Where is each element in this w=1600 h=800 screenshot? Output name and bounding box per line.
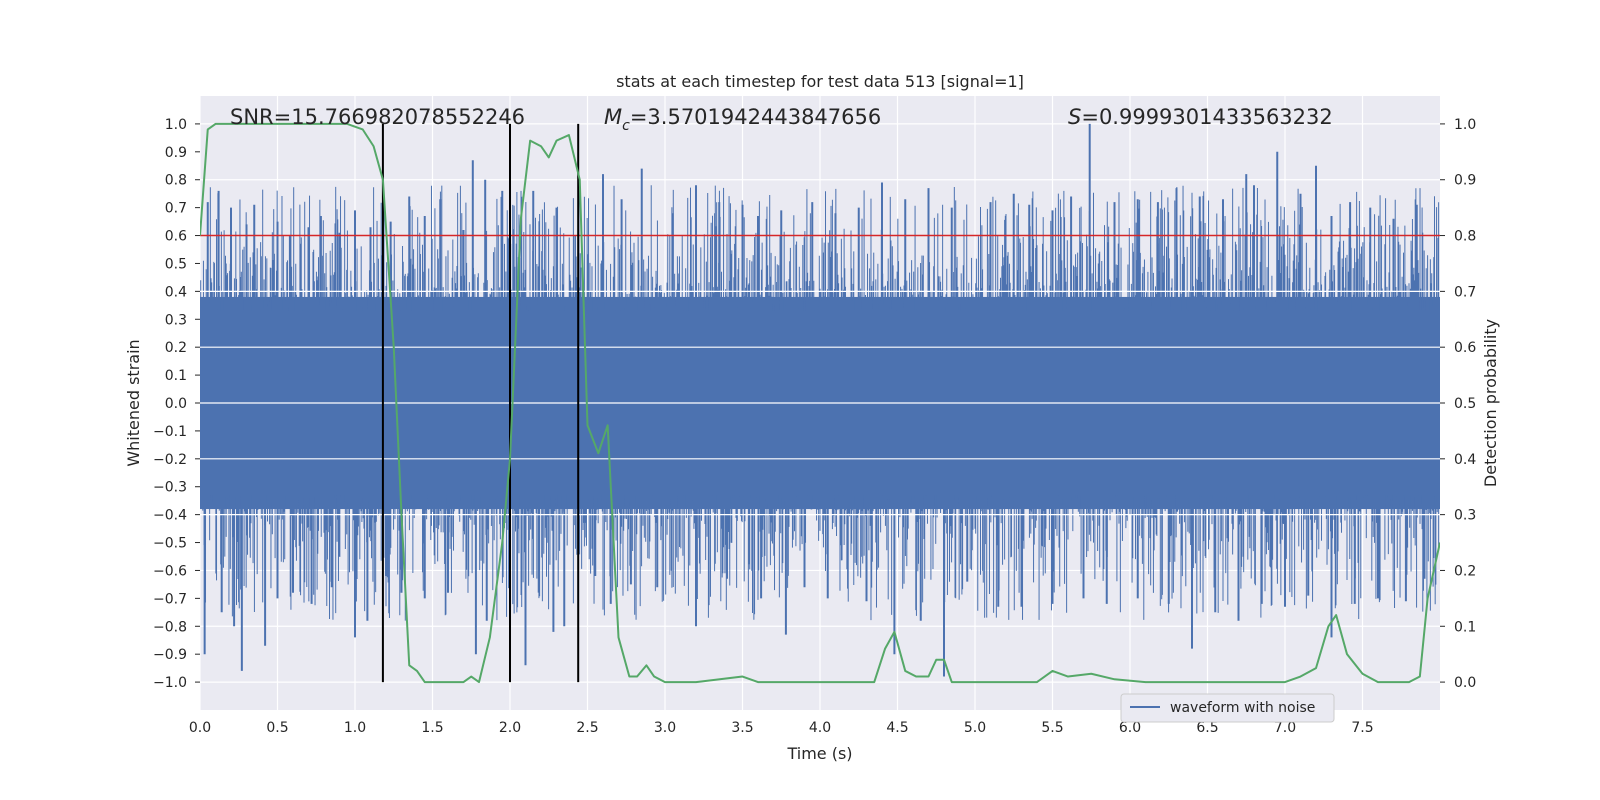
waveform-series	[200, 123, 1440, 677]
y2-tick-label: 1.0	[1454, 117, 1476, 133]
mc-symbol: M	[604, 105, 622, 129]
x-tick-label: 3.5	[731, 720, 753, 736]
s-value: =0.9999301433563232	[1081, 105, 1332, 129]
y-tick-label: −0.7	[153, 591, 187, 607]
probability-line	[200, 122, 1440, 684]
s-symbol: S	[1068, 105, 1081, 129]
y2-tick-label: 0.3	[1454, 508, 1476, 524]
y2-tick-label: 0.1	[1454, 619, 1476, 635]
x-tick-label: 1.0	[344, 720, 366, 736]
y-tick-label: −1.0	[153, 675, 187, 691]
y2-tick-label: 0.2	[1454, 563, 1476, 579]
y-tick-label: 0.2	[165, 340, 187, 356]
y-tick-label: 0.6	[165, 229, 187, 245]
y-tick-label: 0.7	[165, 201, 187, 217]
y2-tick-label: 0.7	[1454, 284, 1476, 300]
ticks: 0.0 0.5 1.0 1.5 2.0 2.5 3.0 3.5 4.0 4.5 5.0 5.5 6.0 6…	[153, 117, 1476, 736]
x-tick-label: 2.5	[576, 720, 598, 736]
vertical-markers	[381, 123, 580, 683]
x-tick-label: 1.5	[421, 720, 443, 736]
y-tick-label: −0.9	[153, 647, 187, 663]
y-tick-label: −0.6	[153, 563, 187, 579]
chart-title: stats at each timestep for test data 513…	[616, 72, 1024, 91]
x-tick-label: 3.0	[654, 720, 676, 736]
x-tick-label: 7.5	[1351, 720, 1373, 736]
x-tick-label: 0.5	[266, 720, 288, 736]
y-tick-label: −0.1	[153, 424, 187, 440]
y2-tick-label: 0.4	[1454, 452, 1476, 468]
mc-subscript: c	[622, 118, 630, 134]
x-tick-label: 0.0	[189, 720, 211, 736]
y-tick-label: −0.4	[153, 508, 187, 524]
y-tick-label: 1.0	[165, 117, 187, 133]
y-tick-label: −0.2	[153, 452, 187, 468]
y2-axis-label: Detection probability	[1481, 319, 1500, 487]
y-tick-label: 0.5	[165, 256, 187, 272]
x-tick-label: 6.5	[1196, 720, 1218, 736]
y-tick-label: −0.8	[153, 619, 187, 635]
y2-tick-label: 0.9	[1454, 173, 1476, 189]
x-tick-label: 2.0	[499, 720, 521, 736]
y-tick-label: −0.5	[153, 536, 187, 552]
snr-annotation: SNR=15.766982078552246	[230, 105, 525, 129]
score-annotation: S=0.9999301433563232	[1068, 105, 1333, 129]
chirp-mass-annotation: Mc=3.5701942443847656	[604, 105, 881, 134]
y2-tick-label: 0.6	[1454, 340, 1476, 356]
x-tick-label: 6.0	[1119, 720, 1141, 736]
y2-tick-label: 0.0	[1454, 675, 1476, 691]
x-tick-label: 4.5	[886, 720, 908, 736]
x-tick-label: 7.0	[1274, 720, 1296, 736]
legend-label: waveform with noise	[1170, 700, 1315, 716]
legend-box	[1120, 693, 1335, 723]
x-tick-label: 5.0	[964, 720, 986, 736]
y-tick-label: 0.1	[165, 368, 187, 384]
y-tick-label: 0.3	[165, 312, 187, 328]
detection-probability-series	[200, 122, 1440, 684]
y2-tick-label: 0.5	[1454, 396, 1476, 412]
legend: waveform with noise	[1120, 693, 1335, 723]
y2-tick-label: 0.8	[1454, 229, 1476, 245]
x-axis-label: Time (s)	[786, 744, 852, 763]
y-tick-label: 0.9	[165, 145, 187, 161]
y-axis-label: Whitened strain	[124, 339, 143, 466]
y-tick-label: 0.8	[165, 173, 187, 189]
x-tick-label: 5.5	[1041, 720, 1063, 736]
y-tick-label: 0.0	[165, 396, 187, 412]
mc-value: =3.5701942443847656	[630, 105, 881, 129]
x-tick-label: 4.0	[809, 720, 831, 736]
y-tick-label: 0.4	[165, 284, 187, 300]
y-tick-label: −0.3	[153, 480, 187, 496]
